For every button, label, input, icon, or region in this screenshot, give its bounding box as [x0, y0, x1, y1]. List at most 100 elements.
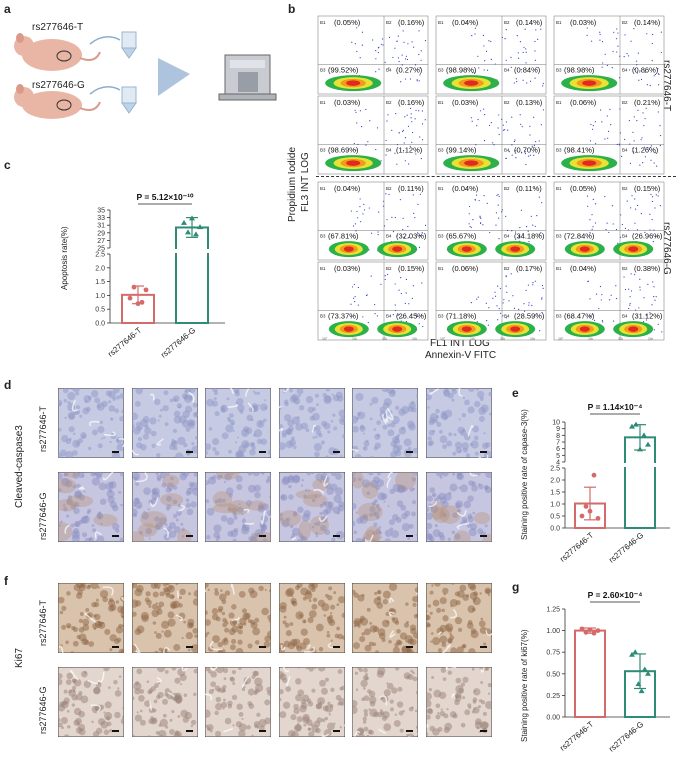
svg-text:B1: B1 — [438, 100, 444, 105]
data-point — [635, 681, 642, 687]
flow-plot: B1 B2 B3 B4 (0.06%) (0.21%) (98.41%) (1.26%) — [553, 95, 665, 175]
svg-text:B3: B3 — [438, 233, 444, 238]
flow-b1-value: (0.03%) — [570, 18, 597, 27]
ihc-tile — [58, 667, 124, 737]
flow-plot: B1 B2 B3 B4 (0.03%) (0.14%) (98.98%) (0.86%) — [553, 15, 665, 95]
svg-text:10³: 10³ — [530, 337, 536, 341]
svg-text:10³: 10³ — [648, 337, 654, 341]
scale-bar — [332, 730, 340, 732]
flow-b4-value: (1.26%) — [632, 145, 659, 154]
panel-label-f: f — [4, 574, 8, 588]
y-tick-label: 9 — [556, 426, 560, 433]
chart-g: 0.00 0.25 0.50 0.75 1.00 1.25 rs277646-T rs2776… — [546, 590, 670, 754]
ihc-tile — [352, 667, 418, 737]
svg-text:B3: B3 — [556, 147, 562, 152]
y-tick-label: 2.5 — [95, 252, 105, 259]
svg-text:B2: B2 — [622, 20, 628, 25]
mouse-top-label: rs277646-T — [32, 22, 84, 33]
svg-text:B2: B2 — [504, 20, 510, 25]
data-point — [583, 629, 589, 635]
scale-bar — [406, 646, 413, 648]
y-tick-label: 7 — [556, 440, 560, 447]
flow-b2-value: (0.11%) — [398, 184, 424, 193]
data-point — [135, 301, 141, 307]
panel-f-row-top-label: rs277646-T — [38, 599, 48, 646]
flow-b1-value: (0.05%) — [570, 184, 597, 193]
y-tick-label: 2.0 — [550, 478, 560, 485]
flow-b3-value: (98.41%) — [564, 145, 595, 154]
svg-text:B1: B1 — [556, 266, 562, 271]
category-label: rs277646-G — [607, 531, 645, 565]
svg-text:10°: 10° — [440, 337, 446, 341]
flow-group-divider — [316, 176, 676, 177]
svg-text:B4: B4 — [504, 147, 510, 152]
category-label: rs277646-T — [106, 326, 143, 359]
flow-b3-value: (68.47%) — [564, 311, 595, 320]
flow-b2-value: (0.21%) — [634, 98, 661, 107]
category-label: rs277646-T — [558, 720, 595, 753]
scale-bar — [259, 451, 266, 453]
bar-0 — [574, 629, 606, 718]
scale-bar — [185, 646, 193, 648]
y-tick-label: 25 — [97, 246, 105, 253]
y-tick-label: 0.0 — [550, 526, 560, 533]
tube-top-icon — [121, 31, 137, 59]
flow-b4-value: (31.12%) — [632, 311, 663, 320]
svg-text:B4: B4 — [504, 233, 510, 238]
merge-funnel-icon — [158, 58, 190, 96]
svg-text:B4: B4 — [386, 67, 392, 72]
svg-text:B1: B1 — [320, 266, 326, 271]
flow-plot: B1 B2 B3 B4 (0.04%) (0.38%) (68.47%) (31.12%) 10… — [553, 261, 665, 341]
flow-b3-value: (98.69%) — [328, 145, 359, 154]
flow-b1-value: (0.04%) — [570, 264, 597, 273]
chart-c-ylabel: Apoptosis rate(%) — [60, 226, 69, 290]
data-point — [629, 651, 635, 657]
y-tick-label: 2.5 — [550, 466, 560, 473]
flow-plot: B1 B2 B3 B4 (0.03%) (0.13%) (99.14%) (0.70%) — [435, 95, 547, 175]
flow-b4-value: (26.96%) — [632, 231, 663, 240]
data-point — [587, 508, 593, 514]
panel-d-title: Cleaved-caspase3 — [14, 425, 25, 508]
ihc-tile — [58, 472, 124, 542]
data-point — [645, 670, 651, 676]
flow-plot: B1 B2 B3 B4 (0.04%) (0.11%) (65.67%) (34.18%) — [435, 181, 547, 261]
svg-text:10¹: 10¹ — [470, 337, 476, 341]
flow-b4-value: (26.45%) — [396, 311, 427, 320]
flow-b2-value: (0.11%) — [516, 184, 542, 193]
flow-b2-value: (0.14%) — [634, 18, 661, 27]
svg-text:10¹: 10¹ — [352, 337, 358, 341]
flow-b2-value: (0.15%) — [398, 264, 425, 273]
svg-text:B2: B2 — [504, 186, 510, 191]
panel-d-row-top-label: rs277646-T — [38, 405, 48, 452]
ihc-tile — [278, 388, 345, 458]
y-tick-label: 0.00 — [546, 715, 560, 722]
flow-b2-value: (0.14%) — [516, 18, 543, 27]
y-tick-label: 1.5 — [550, 490, 560, 497]
y-tick-label: 0.5 — [550, 514, 560, 521]
panel-f-title: Ki67 — [14, 647, 25, 668]
y-tick-label: 8 — [556, 433, 560, 440]
svg-text:B1: B1 — [438, 266, 444, 271]
svg-text:B3: B3 — [438, 313, 444, 318]
flow-b3-value: (65.67%) — [446, 231, 477, 240]
tube-bottom-icon — [121, 86, 137, 114]
ihc-tile — [131, 583, 198, 653]
flow-plot: B1 B2 B3 B4 (0.03%) (0.15%) (73.37%) (26.45%) 10… — [317, 261, 429, 341]
svg-text:B4: B4 — [622, 147, 628, 152]
svg-text:B3: B3 — [320, 67, 326, 72]
y-tick-label: 33 — [97, 215, 105, 222]
svg-text:B2: B2 — [504, 100, 510, 105]
flow-b3-value: (98.98%) — [446, 65, 477, 74]
y-tick-label: 1.00 — [546, 628, 560, 635]
data-point — [139, 299, 145, 305]
data-point — [591, 630, 597, 636]
svg-text:B3: B3 — [438, 147, 444, 152]
scale-bar — [406, 451, 413, 453]
ihc-tile — [205, 583, 271, 653]
svg-text:B1: B1 — [320, 20, 326, 25]
flow-b2-value: (0.15%) — [634, 184, 661, 193]
flow-plot: B1 B2 B3 B4 (0.05%) (0.15%) (72.84%) (26.96%) — [553, 181, 665, 261]
data-point — [587, 627, 593, 633]
flow-b3-value: (71.18%) — [446, 311, 477, 320]
panel-a-schematic — [14, 31, 277, 119]
